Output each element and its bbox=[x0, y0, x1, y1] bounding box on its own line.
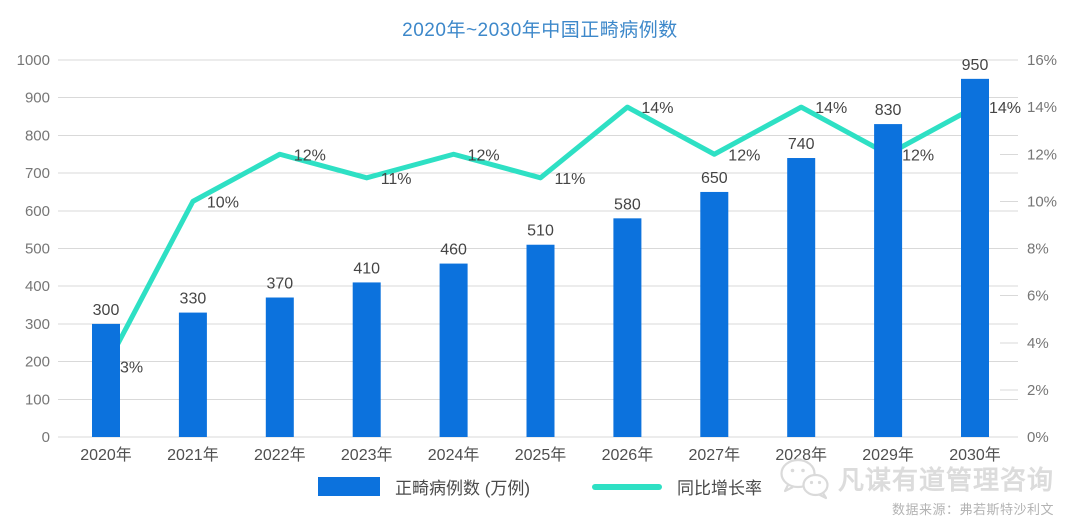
case-count-bar bbox=[92, 323, 120, 437]
case-count-bar bbox=[178, 312, 207, 437]
x-axis-category-label: 2029年 bbox=[862, 446, 914, 464]
legend-item-growth: 同比增长率 bbox=[592, 474, 762, 499]
bar-value-label: 300 bbox=[93, 302, 120, 319]
growth-point-label: 12% bbox=[468, 147, 500, 164]
right-axis-tick-label: 2% bbox=[1027, 382, 1049, 399]
x-axis-category-label: 2028年 bbox=[775, 446, 827, 464]
case-count-bar bbox=[874, 124, 903, 437]
left-axis-tick-label: 0 bbox=[42, 429, 50, 446]
growth-point-label: 11% bbox=[555, 171, 586, 188]
x-axis-category-label: 2026年 bbox=[602, 446, 654, 464]
right-axis-tick-label: 6% bbox=[1027, 288, 1049, 305]
bar-value-label: 330 bbox=[180, 291, 207, 308]
x-axis-category-label: 2027年 bbox=[688, 446, 740, 464]
data-source: 数据来源：弗若斯特沙利文 bbox=[891, 502, 1054, 517]
chart-title: 2020年~2030年中国正畸病例数 bbox=[402, 20, 678, 41]
case-count-bar bbox=[526, 244, 555, 437]
bar-value-label: 740 bbox=[788, 136, 815, 153]
growth-point-label: 12% bbox=[728, 147, 760, 164]
left-axis-tick-label: 100 bbox=[25, 391, 50, 408]
case-count-bar bbox=[961, 78, 989, 437]
bar-value-label: 510 bbox=[527, 223, 554, 240]
bar-value-label: 830 bbox=[875, 102, 902, 119]
bar-value-label: 460 bbox=[440, 242, 467, 259]
x-axis-category-label: 2020年 bbox=[80, 446, 132, 464]
bar-value-label: 370 bbox=[266, 276, 293, 293]
left-axis-tick-label: 600 bbox=[25, 203, 50, 220]
right-axis-tick-label: 8% bbox=[1027, 241, 1049, 258]
x-axis-category-label: 2023年 bbox=[341, 446, 393, 464]
growth-point-label: 11% bbox=[381, 171, 412, 188]
left-axis-tick-label: 700 bbox=[25, 165, 50, 182]
growth-point-label: 12% bbox=[294, 147, 326, 164]
left-axis-tick-label: 500 bbox=[25, 241, 50, 258]
case-count-bar bbox=[613, 218, 642, 437]
growth-point-label: 14% bbox=[989, 100, 1021, 117]
right-axis-tick-label: 10% bbox=[1027, 193, 1057, 210]
combo-bar-line-chart: 0 100 200 300 400 500 600 700 800 900 1000 0% 2% 4% 6%… bbox=[17, 52, 1057, 464]
watermark: 凡谋有道管理咨询 bbox=[778, 455, 1054, 501]
x-axis-category-label: 2025年 bbox=[515, 446, 567, 464]
case-count-bar bbox=[787, 158, 816, 437]
x-axis-category-label: 2021年 bbox=[167, 446, 219, 464]
bar-series-swatch bbox=[317, 477, 380, 496]
bar-value-label: 410 bbox=[353, 260, 380, 277]
line-series-swatch bbox=[592, 483, 663, 490]
case-count-bar bbox=[700, 191, 729, 437]
right-axis-tick-label: 0% bbox=[1027, 429, 1049, 446]
growth-point-label: 14% bbox=[641, 100, 673, 117]
left-axis-tick-label: 200 bbox=[25, 354, 50, 371]
left-axis-tick-label: 300 bbox=[25, 316, 50, 333]
left-axis-tick-label: 1000 bbox=[17, 52, 50, 69]
left-axis-tick-label: 400 bbox=[25, 278, 50, 295]
right-axis-tick-label: 16% bbox=[1027, 52, 1057, 69]
growth-point-label: 14% bbox=[815, 100, 847, 117]
line-series-label: 同比增长率 bbox=[677, 479, 763, 498]
right-axis-tick-label: 4% bbox=[1027, 335, 1049, 352]
wechat-icon bbox=[780, 458, 829, 500]
left-axis-tick-label: 800 bbox=[25, 127, 50, 144]
growth-rate-line bbox=[103, 104, 978, 369]
growth-point-label: 3% bbox=[120, 359, 143, 376]
case-count-bar bbox=[439, 263, 468, 437]
x-axis-category-label: 2024年 bbox=[428, 446, 480, 464]
legend-item-cases: 正畸病例数 (万例) bbox=[317, 474, 531, 499]
left-axis-tick-label: 900 bbox=[25, 90, 50, 107]
chart-legend: 正畸病例数 (万例) 同比增长率 bbox=[0, 474, 1080, 499]
growth-point-label: 12% bbox=[902, 147, 934, 164]
bar-value-label: 950 bbox=[962, 57, 989, 74]
bar-series-label: 正畸病例数 (万例) bbox=[394, 479, 531, 498]
x-axis-category-label: 2022年 bbox=[254, 446, 306, 464]
x-axis-category-label: 2030年 bbox=[949, 446, 1001, 464]
growth-point-label: 10% bbox=[207, 194, 239, 211]
case-count-bar bbox=[352, 282, 381, 437]
right-axis-tick-label: 12% bbox=[1027, 146, 1057, 163]
case-count-bar bbox=[265, 297, 294, 437]
bar-value-label: 580 bbox=[614, 196, 641, 213]
bar-value-label: 650 bbox=[701, 170, 728, 187]
watermark-brand: 凡谋有道管理咨询 bbox=[837, 464, 1054, 495]
right-axis-tick-label: 14% bbox=[1027, 99, 1057, 116]
